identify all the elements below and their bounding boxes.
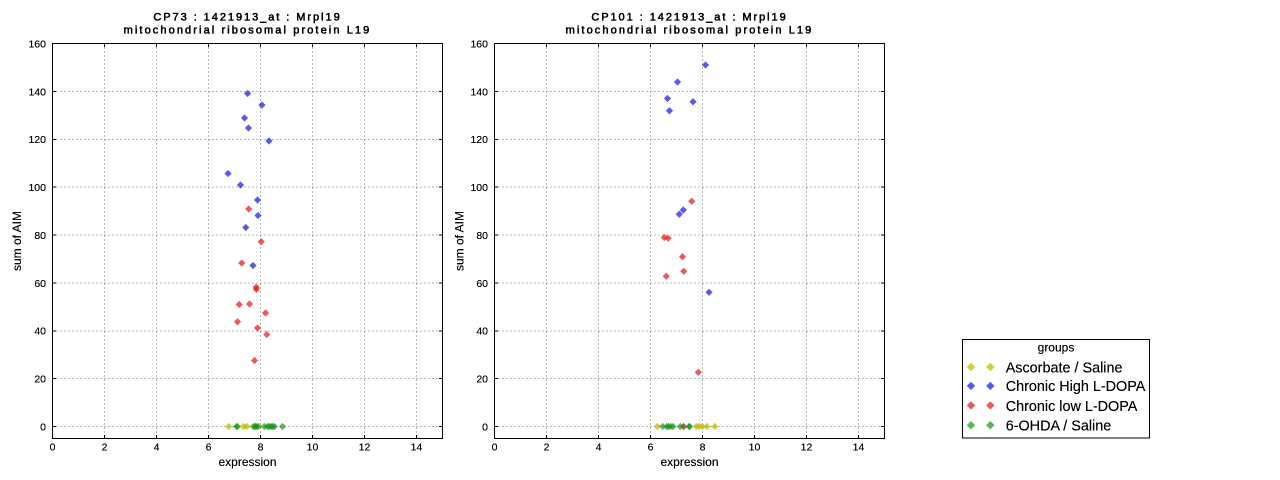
svg-text:80: 80 xyxy=(34,230,46,242)
svg-text:140: 140 xyxy=(28,86,46,98)
svg-text:14: 14 xyxy=(411,441,423,453)
svg-text:40: 40 xyxy=(34,326,46,338)
svg-text:100: 100 xyxy=(470,182,488,194)
svg-text:Chronic low L-DOPA: Chronic low L-DOPA xyxy=(1006,399,1138,415)
svg-text:mitochondrial ribosomal protei: mitochondrial ribosomal protein L19 xyxy=(566,25,814,37)
svg-text:4: 4 xyxy=(154,441,160,453)
svg-text:140: 140 xyxy=(470,86,488,98)
svg-text:0: 0 xyxy=(50,441,56,453)
svg-text:14: 14 xyxy=(853,441,865,453)
svg-text:120: 120 xyxy=(28,134,46,146)
svg-text:60: 60 xyxy=(34,278,46,290)
svg-text:6: 6 xyxy=(206,441,212,453)
svg-text:40: 40 xyxy=(476,326,488,338)
svg-text:sum of AIM: sum of AIM xyxy=(453,211,467,271)
svg-text:6: 6 xyxy=(648,441,654,453)
svg-text:CP73 : 1421913_at : Mrpl19: CP73 : 1421913_at : Mrpl19 xyxy=(153,12,341,24)
svg-text:0: 0 xyxy=(492,441,498,453)
svg-text:6-OHDA / Saline: 6-OHDA / Saline xyxy=(1006,419,1112,435)
svg-text:12: 12 xyxy=(801,441,813,453)
svg-text:expression: expression xyxy=(218,455,276,469)
svg-text:20: 20 xyxy=(476,374,488,386)
svg-text:8: 8 xyxy=(258,441,264,453)
svg-text:sum of AIM: sum of AIM xyxy=(10,211,24,271)
svg-text:CP101 : 1421913_at : Mrpl19: CP101 : 1421913_at : Mrpl19 xyxy=(591,12,787,24)
svg-text:mitochondrial ribosomal protei: mitochondrial ribosomal protein L19 xyxy=(124,25,372,37)
svg-text:4: 4 xyxy=(596,441,602,453)
svg-text:60: 60 xyxy=(476,278,488,290)
svg-text:160: 160 xyxy=(28,38,46,50)
svg-text:160: 160 xyxy=(470,38,488,50)
svg-text:10: 10 xyxy=(749,441,761,453)
svg-text:0: 0 xyxy=(40,421,46,433)
svg-text:100: 100 xyxy=(28,182,46,194)
svg-text:expression: expression xyxy=(660,455,718,469)
svg-text:20: 20 xyxy=(34,374,46,386)
svg-text:8: 8 xyxy=(700,441,706,453)
svg-text:80: 80 xyxy=(476,230,488,242)
svg-text:120: 120 xyxy=(470,134,488,146)
svg-text:Chronic High L-DOPA: Chronic High L-DOPA xyxy=(1006,379,1146,395)
svg-text:0: 0 xyxy=(482,421,488,433)
svg-text:Ascorbate / Saline: Ascorbate / Saline xyxy=(1006,360,1123,376)
svg-text:groups: groups xyxy=(1038,341,1075,355)
svg-text:2: 2 xyxy=(102,441,108,453)
svg-text:12: 12 xyxy=(359,441,371,453)
svg-text:10: 10 xyxy=(307,441,319,453)
svg-text:2: 2 xyxy=(544,441,550,453)
